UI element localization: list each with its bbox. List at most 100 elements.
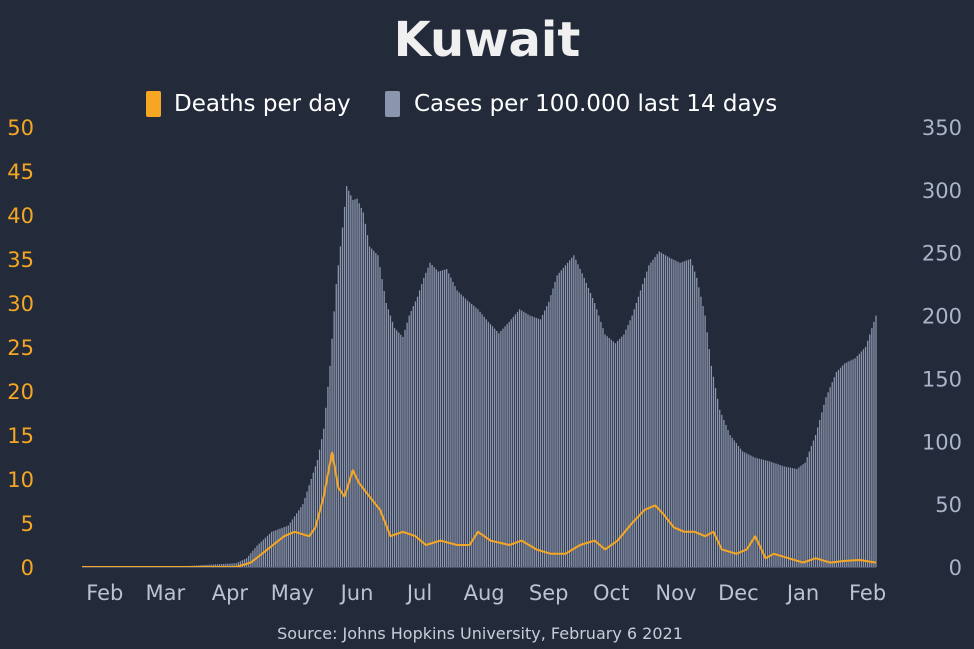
cases-bar [416,296,419,567]
cases-bar [533,317,535,567]
month-label: Feb [849,581,886,605]
cases-bar [514,314,517,567]
cases-bar [539,319,542,567]
cases-bar [373,250,375,567]
cases-bar [646,271,648,567]
cases-bar [316,460,319,567]
cases-bar [814,435,817,567]
cases-bar [218,564,221,567]
cases-bar [377,255,379,568]
cases-bar [716,398,719,567]
cases-bar [856,356,858,567]
cases-bar [662,253,665,567]
cases-bar [666,256,669,567]
cases-bar [871,328,873,567]
cases-bar [854,358,856,567]
cases-bar [208,564,210,567]
cases-bar [600,321,602,567]
cases-bar [437,271,440,567]
cases-bar [237,562,239,567]
cases-bar [669,257,671,567]
cases-bar [235,563,237,567]
cases-bar [723,419,725,567]
cases-bar [379,267,381,567]
cases-bar [439,270,442,567]
cases-bar [823,404,825,567]
cases-bar [656,254,658,567]
cases-bar [268,533,271,567]
month-label: Jul [405,581,432,605]
cases-bar [423,277,425,567]
cases-bar [471,304,473,567]
cases-bar [783,466,785,567]
cases-bar [562,267,565,567]
cases-bar [802,464,804,567]
cases-bar [812,440,815,567]
left-tick-label: 45 [7,160,34,184]
cases-bar [754,457,756,567]
cases-bar [283,527,285,567]
cases-bar [698,287,700,567]
cases-bar [806,457,808,567]
cases-bar [781,465,783,567]
cases-bar [296,513,298,567]
legend: Deaths per day Cases per 100.000 last 14… [146,91,777,117]
cases-bar [271,531,273,567]
cases-bar [677,261,679,567]
cases-bar [869,334,871,567]
cases-bar [546,306,548,567]
cases-bar [464,298,467,567]
cases-bar [579,268,581,567]
month-label: Oct [593,581,629,605]
cases-bar [829,387,831,567]
cases-bar [498,333,500,567]
cases-bar [604,334,606,567]
cases-bar [366,235,369,568]
month-label: Aug [464,581,505,605]
cases-bar [685,260,687,567]
cases-bar [427,267,429,567]
cases-bar [750,455,752,567]
cases-bar [289,522,292,567]
cases-bar [614,343,617,567]
cases-bar [821,412,823,567]
cases-bar [302,504,304,567]
cases-bar [641,284,644,567]
cases-bar [798,467,800,567]
cases-bar [696,277,698,567]
cases-bar [504,326,506,567]
cases-bar [304,497,306,567]
cases-bar [648,265,650,567]
cases-bar [635,303,637,567]
cases-bar [735,443,738,567]
cases-bar [598,315,600,567]
cases-bar [683,261,685,567]
cases-bar [206,564,208,567]
cases-bar [710,365,713,567]
cases-bar [623,334,625,567]
cases-bar [468,302,471,567]
cases-bar [875,315,877,567]
cases-bar [212,564,214,567]
cases-bar [398,332,400,567]
cases-bar [585,282,587,567]
cases-bar [775,463,777,567]
left-tick-label: 10 [7,468,34,492]
cases-bar [487,321,490,567]
cases-bar [702,306,704,567]
cases-bar [548,301,550,567]
cases-bar [248,555,250,567]
cases-bar [839,367,842,567]
cases-bar [752,456,754,567]
left-axis: 0 5 10 15 20 25 30 35 40 45 50 [7,116,34,580]
left-tick-label: 40 [7,204,34,228]
cases-bar [525,313,527,567]
cases-bar [343,206,346,567]
cases-bar [254,548,256,567]
cases-bar [796,468,798,567]
cases-bar [833,377,835,567]
cases-bar [508,321,510,567]
legend-label-deaths: Deaths per day [174,91,351,117]
left-tick-label: 0 [21,556,34,580]
